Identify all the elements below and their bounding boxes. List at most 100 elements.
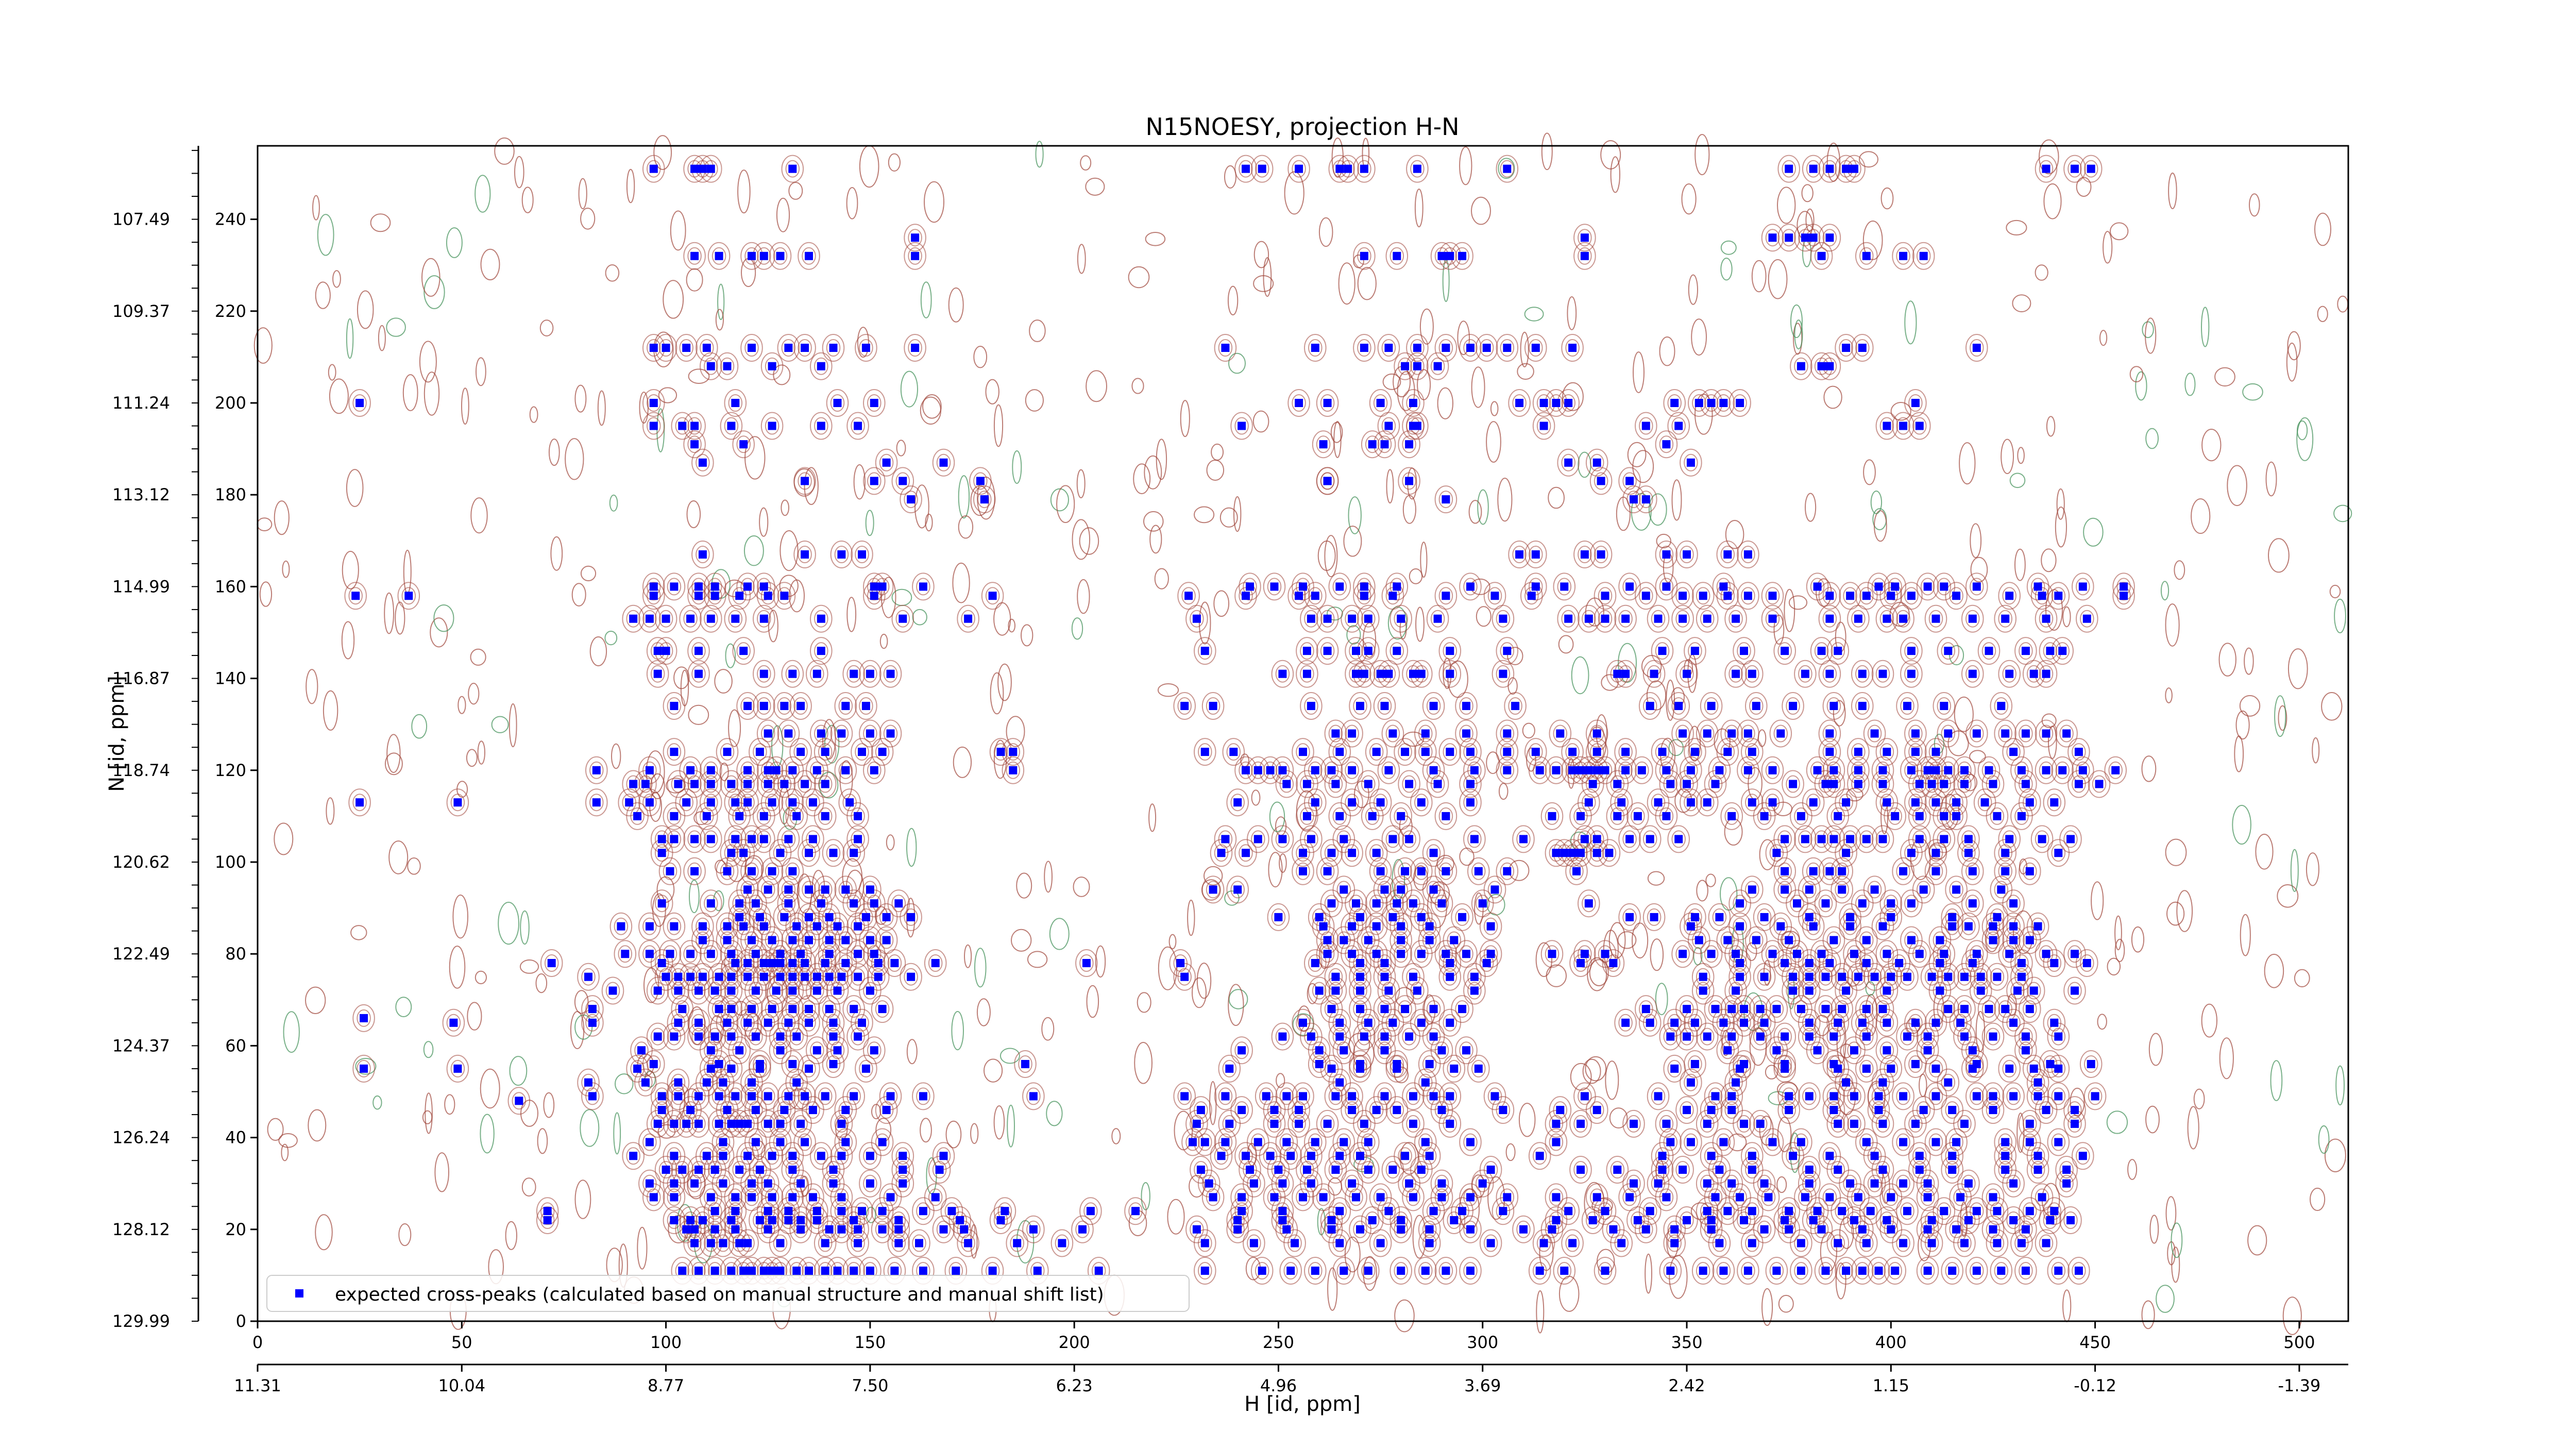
peak-marker bbox=[2062, 729, 2071, 738]
peak-contour bbox=[1769, 1000, 1784, 1018]
peak-marker bbox=[858, 748, 866, 756]
peak-contour bbox=[1471, 1059, 1486, 1077]
contour-ring bbox=[346, 318, 354, 359]
peak-marker bbox=[1805, 913, 1814, 921]
peak-contour bbox=[1896, 417, 1910, 435]
peak-marker bbox=[1793, 899, 1801, 908]
peak-contour bbox=[1835, 968, 1849, 986]
peak-contour bbox=[626, 1054, 649, 1083]
peak-contour bbox=[1292, 572, 1314, 601]
peak-contour bbox=[1892, 242, 1914, 270]
peak-contour bbox=[798, 926, 820, 954]
peak-contour bbox=[1385, 572, 1409, 601]
peak-contour bbox=[1957, 1115, 1972, 1133]
peak-contour bbox=[1267, 578, 1282, 596]
peak-contour bbox=[1810, 578, 1825, 596]
peak-contour bbox=[1663, 389, 1686, 417]
peak-contour bbox=[1373, 862, 1388, 880]
peak-contour bbox=[1802, 954, 1817, 972]
peak-contour bbox=[2035, 719, 2058, 748]
contour-ring bbox=[1330, 422, 1343, 443]
peak-contour bbox=[1961, 844, 1976, 862]
peak-contour bbox=[1394, 945, 1408, 963]
contour-ring bbox=[395, 997, 412, 1017]
peak-contour bbox=[769, 940, 792, 968]
peak-marker bbox=[1781, 647, 1789, 655]
peak-marker bbox=[919, 582, 927, 591]
peak-contour bbox=[1937, 578, 1952, 596]
peak-contour bbox=[1496, 738, 1519, 766]
peak-contour bbox=[1626, 1115, 1641, 1133]
peak-contour bbox=[1545, 945, 1560, 963]
peak-contour bbox=[2092, 775, 2107, 793]
peak-contour bbox=[1847, 738, 1870, 766]
peak-marker bbox=[1646, 1018, 1654, 1027]
peak-marker bbox=[1785, 164, 1793, 173]
peak-contour bbox=[1655, 572, 1678, 601]
peak-marker bbox=[796, 702, 805, 710]
peak-contour bbox=[851, 830, 865, 848]
peak-marker bbox=[1405, 835, 1414, 844]
peak-contour bbox=[765, 357, 779, 375]
peak-contour bbox=[1357, 1156, 1380, 1184]
peak-contour bbox=[1422, 1082, 1445, 1110]
peak-contour bbox=[765, 862, 779, 880]
peak-contour bbox=[838, 761, 853, 779]
peak-contour bbox=[1275, 830, 1290, 848]
peak-marker bbox=[1679, 614, 1687, 623]
peak-marker bbox=[727, 1119, 736, 1128]
peak-marker bbox=[1719, 1018, 1728, 1027]
peak-marker bbox=[1238, 1106, 1246, 1115]
peak-contour bbox=[1578, 546, 1592, 563]
contour-ring bbox=[1008, 618, 1015, 633]
peak-marker bbox=[854, 922, 862, 931]
contour-ring bbox=[1605, 1060, 1619, 1100]
peak-contour bbox=[1704, 1101, 1719, 1119]
peak-contour bbox=[634, 1068, 657, 1097]
contour-ring bbox=[609, 494, 618, 512]
peak-marker bbox=[1670, 399, 1679, 407]
peak-contour bbox=[814, 642, 828, 660]
peak-contour bbox=[1251, 761, 1265, 779]
peak-marker bbox=[2038, 592, 2046, 600]
peak-marker bbox=[1446, 972, 1454, 981]
peak-contour bbox=[1651, 1087, 1666, 1105]
peak-marker bbox=[1503, 344, 1512, 352]
peak-contour bbox=[2030, 825, 2054, 853]
peak-marker bbox=[788, 1005, 797, 1014]
peak-contour bbox=[2051, 1262, 2066, 1279]
peak-contour bbox=[1961, 830, 1976, 848]
peak-contour bbox=[1614, 794, 1629, 812]
contour-ring bbox=[1253, 275, 1274, 292]
peak-contour bbox=[1373, 1234, 1388, 1252]
peak-marker bbox=[1621, 748, 1630, 756]
peak-contour bbox=[1398, 430, 1420, 459]
peak-contour bbox=[1765, 1257, 1788, 1285]
peak-contour bbox=[1320, 931, 1335, 949]
peak-contour bbox=[1773, 1050, 1796, 1078]
peak-contour bbox=[1369, 895, 1384, 913]
peak-marker bbox=[1854, 780, 1862, 788]
peak-marker bbox=[1662, 582, 1671, 591]
peak-contour bbox=[818, 807, 833, 825]
peak-contour bbox=[2047, 1014, 2062, 1032]
peak-marker bbox=[649, 344, 658, 352]
peak-contour bbox=[1863, 1169, 1886, 1198]
peak-contour bbox=[1438, 738, 1462, 766]
peak-marker bbox=[1238, 422, 1246, 430]
peak-contour bbox=[1879, 1014, 1894, 1032]
peak-contour bbox=[1389, 895, 1404, 913]
peak-contour bbox=[810, 352, 833, 380]
peak-contour bbox=[1300, 807, 1314, 825]
peak-contour bbox=[875, 448, 898, 477]
peak-contour bbox=[647, 417, 661, 435]
peak-marker bbox=[1809, 922, 1818, 931]
contour-ring bbox=[283, 1011, 300, 1053]
peak-contour bbox=[1581, 1206, 1604, 1234]
peak-contour bbox=[1741, 761, 1755, 779]
peak-marker bbox=[739, 922, 748, 931]
peak-marker bbox=[829, 1060, 838, 1068]
peak-contour bbox=[696, 334, 718, 362]
contour-ring bbox=[386, 317, 406, 337]
peak-marker bbox=[1907, 647, 1916, 655]
